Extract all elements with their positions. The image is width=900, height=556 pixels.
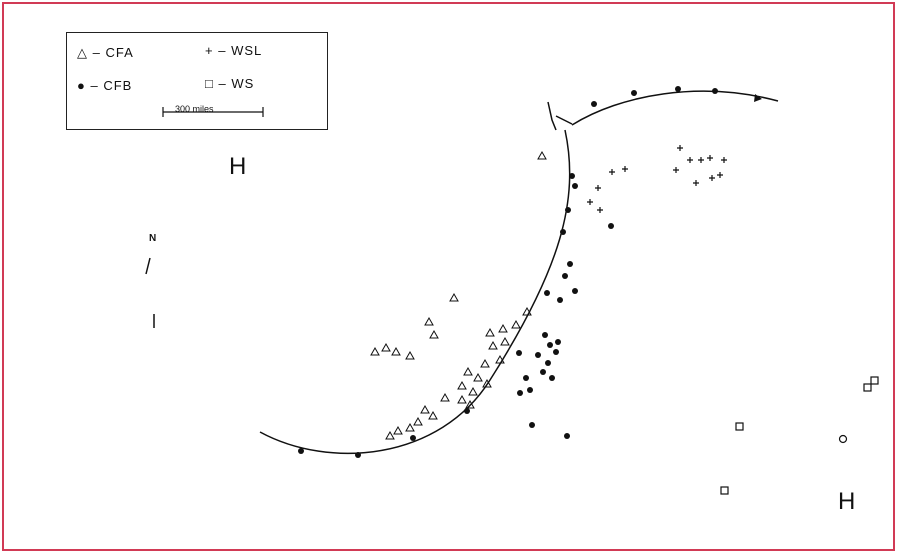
cfa-triangle-marker: [391, 346, 401, 356]
wsl-cross-marker: [587, 199, 593, 205]
diagram-frame: [2, 2, 895, 551]
cfa-triangle-marker: [511, 319, 521, 329]
front-junction-hook: [547, 101, 573, 131]
cfa-triangle-marker: [473, 372, 483, 382]
legend-triangle-symbol: △: [77, 45, 88, 60]
north-arrow-icon: [145, 257, 155, 328]
cfb-dot-marker: [545, 360, 551, 366]
cfa-observation-points: [370, 150, 547, 440]
front-markers: [298, 86, 762, 458]
cfb-dot-marker: [608, 223, 614, 229]
cfa-triangle-marker: [457, 394, 467, 404]
cfb-dot-marker: [564, 433, 570, 439]
north-label: N: [149, 233, 157, 244]
wsl-cross-marker: [673, 167, 679, 173]
cfa-triangle-marker: [449, 292, 459, 302]
cfb-dot-marker: [529, 422, 535, 428]
cfa-triangle-marker: [463, 366, 473, 376]
cfa-triangle-marker: [420, 404, 430, 414]
high-pressure-label: H: [229, 153, 247, 180]
high-pressure-label: H: [838, 488, 856, 515]
cfa-triangle-marker: [405, 422, 415, 432]
cfb-dot-marker: [567, 261, 573, 267]
legend-square-symbol: □: [205, 76, 214, 91]
cfb-dot-marker: [555, 339, 561, 345]
cfa-triangle-marker: [440, 392, 450, 402]
wsl-cross-marker: [677, 145, 683, 151]
legend-filled-circle-symbol: ●: [77, 78, 86, 93]
cfb-dot-marker: [527, 387, 533, 393]
cfb-dot-marker: [540, 369, 546, 375]
ws-observation-points: [720, 376, 879, 495]
wsl-cross-marker: [597, 207, 603, 213]
cfa-triangle-marker: [457, 380, 467, 390]
cfa-triangle-marker: [405, 350, 415, 360]
cfb-dot-marker: [553, 349, 559, 355]
front-line-southwest: [259, 129, 571, 455]
cfb-dot-marker: [565, 207, 571, 213]
cfa-triangle-marker: [485, 327, 495, 337]
cfa-triangle-marker: [429, 329, 439, 339]
wsl-cross-marker: [687, 157, 693, 163]
cfa-triangle-marker: [537, 150, 547, 160]
wsl-cross-marker: [609, 169, 615, 175]
scale-label: 300 miles: [175, 104, 214, 114]
cfa-triangle-marker: [488, 340, 498, 350]
cfb-dot-marker: [535, 352, 541, 358]
cfa-triangle-marker: [413, 416, 423, 426]
legend-cfa-label: △ – CFA: [77, 45, 134, 60]
cfb-dot-marker: [523, 375, 529, 381]
cfa-triangle-marker: [370, 346, 380, 356]
cfb-dot-marker: [572, 183, 578, 189]
cfa-triangle-marker: [498, 323, 508, 333]
cfa-triangle-marker: [468, 386, 478, 396]
cfb-dot-marker: [547, 342, 553, 348]
cfb-dot-marker: [572, 288, 578, 294]
wsl-cross-marker: [709, 175, 715, 181]
cfa-triangle-marker: [522, 306, 532, 316]
cfb-dot-marker: [562, 273, 568, 279]
front-line-north: [571, 90, 779, 126]
legend-wsl-label: + – WSL: [205, 43, 263, 58]
cfa-triangle-marker: [428, 410, 438, 420]
cfa-triangle-marker: [465, 399, 475, 409]
cfa-triangle-marker: [424, 316, 434, 326]
legend-ws-label: □ – WS: [205, 76, 255, 91]
cfa-triangle-marker: [500, 336, 510, 346]
cfb-dot-marker: [557, 297, 563, 303]
legend-cfb-label: ● – CFB: [77, 78, 133, 93]
cfa-triangle-marker: [385, 430, 395, 440]
cfb-dot-marker: [549, 375, 555, 381]
scale-bar: [162, 107, 264, 117]
cfa-triangle-marker: [482, 378, 492, 388]
cfa-triangle-marker: [480, 358, 490, 368]
wsl-cross-marker: [717, 172, 723, 178]
cfa-triangle-marker: [381, 342, 391, 352]
wsl-cross-marker: [707, 155, 713, 161]
cfa-triangle-marker: [393, 425, 403, 435]
wsl-cross-marker: [693, 180, 699, 186]
legend-cross-symbol: +: [205, 43, 214, 58]
cfb-observation-points: [517, 183, 614, 439]
cfb-dot-marker: [542, 332, 548, 338]
wsl-cross-marker: [698, 157, 704, 163]
wsl-cross-marker: [721, 157, 727, 163]
cfa-triangle-marker: [495, 354, 505, 364]
wsl-cross-marker: [622, 166, 628, 172]
wsl-cross-marker: [595, 185, 601, 191]
legend: △ – CFA + – WSL ● – CFB □ – WS 300 miles: [66, 32, 328, 130]
cfb-dot-marker: [517, 390, 523, 396]
wsl-observation-points: [587, 145, 727, 213]
